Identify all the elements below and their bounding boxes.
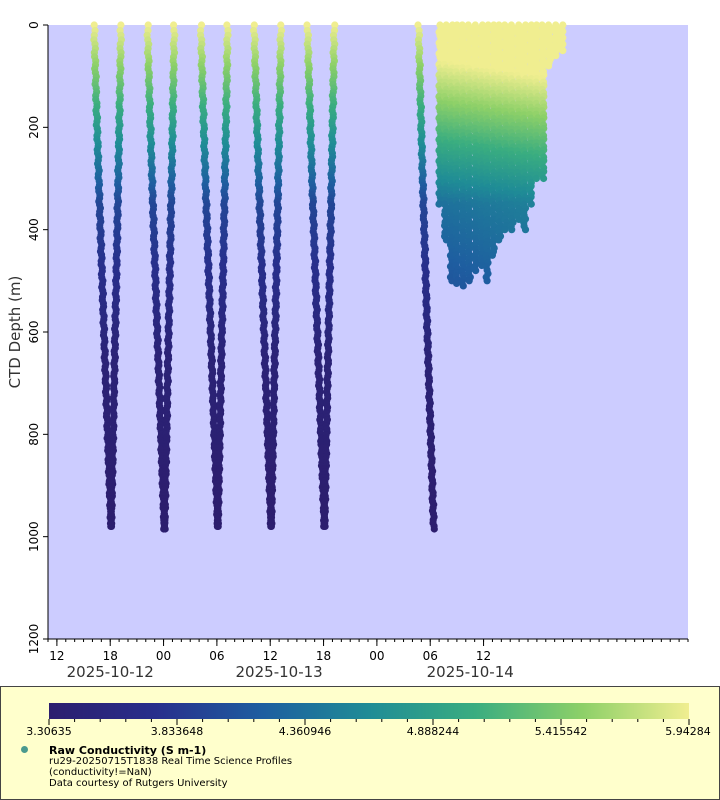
data-point <box>214 522 222 531</box>
x-tick-label: 00 <box>156 649 171 663</box>
data-point <box>430 525 438 533</box>
data-point <box>559 47 567 55</box>
y-tick-label: 400 <box>27 218 41 241</box>
data-point <box>320 522 328 531</box>
data-point <box>459 282 467 290</box>
data-point <box>501 226 509 234</box>
legend-title: Raw Conductivity (S m-1) <box>49 744 207 757</box>
data-point <box>144 21 152 29</box>
data-point <box>107 522 116 531</box>
legend-source: ru29-20250715T1838 Real Time Science Pro… <box>49 756 293 767</box>
y-tick-label: 200 <box>27 116 41 139</box>
data-point <box>442 236 450 244</box>
colorbar-tick-label: 3.30635 <box>26 725 72 738</box>
data-point <box>267 522 275 531</box>
data-point <box>488 251 496 259</box>
colorbar-tick-label: 5.94284 <box>665 725 711 738</box>
legend-constraint: (conductivity!=NaN) <box>49 767 152 778</box>
data-point <box>250 21 258 29</box>
data-point <box>170 21 178 29</box>
data-point <box>508 226 516 234</box>
data-point <box>435 200 443 208</box>
data-point <box>495 236 503 244</box>
colorbar <box>48 703 690 725</box>
data-point <box>545 62 553 70</box>
data-points <box>90 21 567 533</box>
colorbar-tick-label: 4.888244 <box>406 725 460 738</box>
data-point <box>472 267 480 275</box>
data-point <box>90 21 98 29</box>
data-point <box>532 174 541 183</box>
data-point <box>117 21 125 29</box>
data-point <box>331 21 339 29</box>
data-point <box>552 52 560 60</box>
data-point <box>540 174 548 183</box>
colorbar-tick-label: 5.415542 <box>534 725 588 738</box>
x-tick-label: 06 <box>423 649 438 663</box>
legend-credit: Data courtesy of Rutgers University <box>49 778 228 789</box>
y-tick-label: 1200 <box>27 624 41 655</box>
plot-area <box>48 25 688 639</box>
colorbar-tick-label: 3.833648 <box>150 725 204 738</box>
x-tick-label: 12 <box>476 649 491 663</box>
data-point <box>483 277 491 285</box>
x-tick-label: 12 <box>263 649 278 663</box>
x-tick-label: 18 <box>316 649 331 663</box>
x-tick-label: 00 <box>369 649 384 663</box>
data-point <box>414 21 422 29</box>
data-point <box>453 279 461 287</box>
data-point <box>303 21 311 29</box>
x-tick-label: 12 <box>49 649 64 663</box>
x-tick-label: 06 <box>209 649 224 663</box>
x-tick-label: 18 <box>103 649 118 663</box>
y-tick-label: 0 <box>27 21 41 29</box>
data-point <box>161 525 169 533</box>
y-axis-label: CTD Depth (m) <box>6 276 24 389</box>
x-date-label: 2025-10-13 <box>236 663 323 681</box>
data-point <box>197 21 206 29</box>
legend: 3.30635 3.833648 4.360946 4.888244 5.415542 5… <box>0 686 720 800</box>
colorbar-tick-label: 4.360946 <box>278 725 332 738</box>
data-point <box>521 226 530 234</box>
x-date-label: 2025-10-12 <box>67 663 154 681</box>
y-tick-label: 1000 <box>27 521 41 552</box>
y-tick-label: 800 <box>27 423 41 446</box>
data-point <box>223 21 231 29</box>
series-marker-icon <box>21 746 28 753</box>
data-point <box>527 200 535 208</box>
data-point <box>277 21 285 29</box>
x-date-label: 2025-10-14 <box>427 663 514 681</box>
data-point <box>465 277 473 285</box>
y-tick-label: 600 <box>27 321 41 344</box>
